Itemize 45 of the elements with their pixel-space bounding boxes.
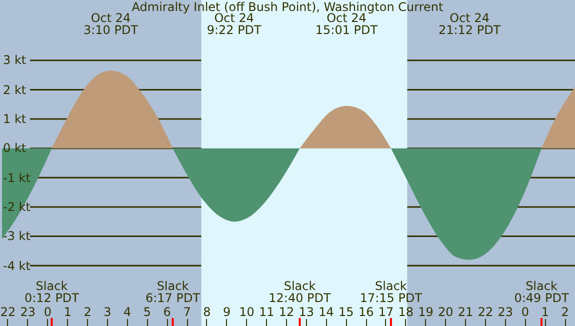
x-tick-label: 22 xyxy=(0,305,16,319)
ref-line-label: Slack 12:40 PDT xyxy=(268,279,332,305)
ref-line-label: Slack 0:12 PDT xyxy=(23,279,80,305)
x-tick-label: 2 xyxy=(560,305,570,319)
x-tick-label: 6 xyxy=(162,305,172,319)
y-tick-label: -3 kt xyxy=(3,229,30,244)
x-tick-label: 4 xyxy=(122,305,132,319)
y-tick-label: 3 kt xyxy=(3,53,26,68)
x-tick-label: 1 xyxy=(540,305,550,319)
y-tick-label: -2 kt xyxy=(3,200,30,214)
x-tick-label: 1 xyxy=(62,305,72,319)
x-tick-label: 21 xyxy=(458,305,474,319)
x-tick-label: 3 xyxy=(102,305,112,319)
x-tick-label: 10 xyxy=(239,305,254,319)
x-tick-label: 2 xyxy=(82,305,92,319)
x-tick-label: 15 xyxy=(338,305,354,319)
x-tick-label: 12 xyxy=(278,305,294,319)
ref-line-label: Slack 6:17 PDT xyxy=(144,279,202,305)
x-tick-label: 22 xyxy=(478,305,494,319)
x-tick-label: 23 xyxy=(498,305,513,319)
y-tick-label: -4 kt xyxy=(3,258,30,273)
x-tick-label: 8 xyxy=(202,305,212,319)
x-tick-label: 11 xyxy=(258,305,274,319)
x-tick-label: 17 xyxy=(378,305,394,319)
x-tick-label: 18 xyxy=(398,305,414,319)
x-tick-label: 14 xyxy=(318,305,334,319)
chart-title: Admiralty Inlet (off Bush Point), Washington Current xyxy=(132,0,444,14)
x-tick-label: 0 xyxy=(521,305,530,319)
x-tick-label: 9 xyxy=(222,305,231,319)
x2-tick-label: Oct 24 9:22 PDT xyxy=(206,11,262,37)
x-tick-label: 5 xyxy=(142,305,152,319)
x-tick-label: 20 xyxy=(438,305,454,319)
y-tick-label: -1 kt xyxy=(3,170,30,185)
x-tick-label: 19 xyxy=(418,305,434,319)
x-tick-label: 7 xyxy=(182,305,192,319)
x-tick-label: 23 xyxy=(20,305,36,319)
y-tick-label: 1 kt xyxy=(3,112,26,126)
ref-line-label: Slack 17:15 PDT xyxy=(358,279,424,305)
x2-tick-label: Oct 24 21:12 PDT xyxy=(438,11,501,37)
ref-line-label: Slack 0:49 PDT xyxy=(513,279,570,305)
x2-tick-label: Oct 24 3:10 PDT xyxy=(83,11,138,37)
y-tick-label: 2 kt xyxy=(3,82,26,97)
x-tick-label: 13 xyxy=(298,305,314,319)
x-tick-label: 16 xyxy=(358,305,374,319)
x-tick-label: 0 xyxy=(44,305,52,319)
